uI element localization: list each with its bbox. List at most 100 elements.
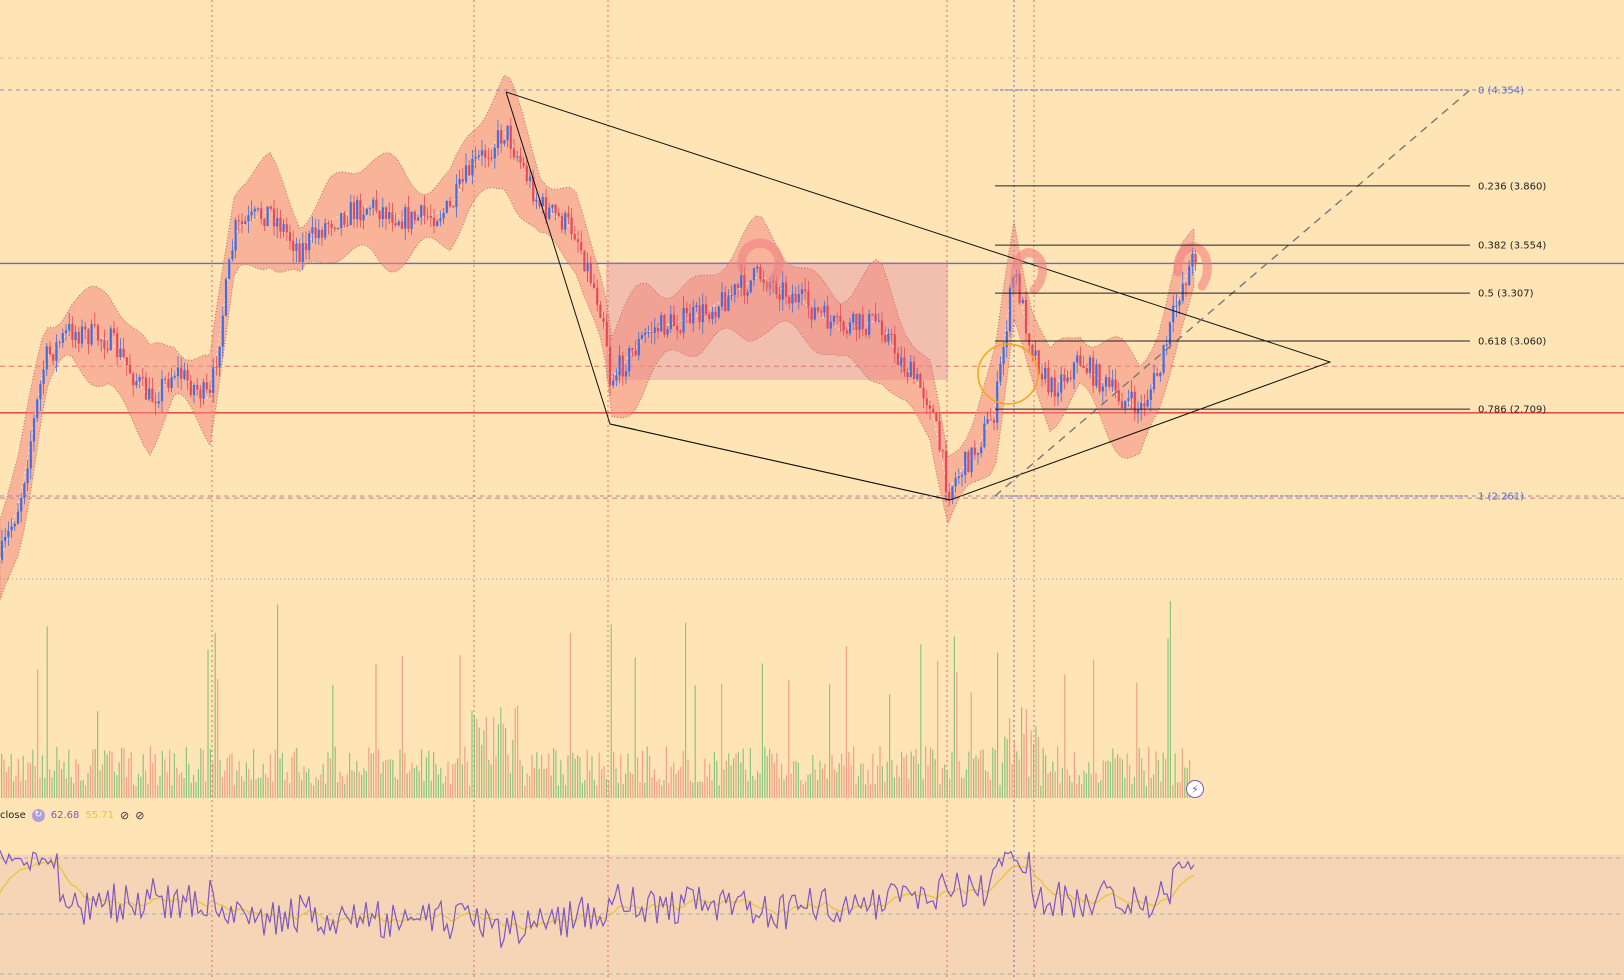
volume-bar bbox=[761, 663, 763, 798]
fib-level-label: 1 (2.261) bbox=[1478, 492, 1524, 503]
volume-bar bbox=[874, 784, 876, 798]
volume-bar bbox=[1153, 774, 1155, 798]
volume-bar bbox=[32, 749, 34, 798]
triangle-upper-leg[interactable] bbox=[609, 423, 951, 501]
candle-body bbox=[557, 212, 560, 216]
candle-body bbox=[519, 156, 522, 163]
volume-bar bbox=[814, 769, 816, 798]
candle-body bbox=[45, 346, 48, 370]
volume-bar bbox=[13, 780, 15, 798]
candle-body bbox=[634, 350, 637, 356]
volume-bar bbox=[843, 765, 845, 798]
candle-body bbox=[1143, 402, 1146, 407]
candle-body bbox=[359, 200, 362, 221]
volume-bar bbox=[886, 761, 888, 798]
candle-body bbox=[176, 367, 180, 377]
volume-bar bbox=[1138, 748, 1140, 798]
volume-bar bbox=[553, 748, 555, 798]
volume-bar bbox=[1061, 767, 1063, 798]
volume-bar bbox=[1136, 682, 1138, 798]
volume-bar bbox=[922, 779, 924, 798]
candle-body bbox=[791, 293, 794, 304]
candle-body bbox=[1082, 365, 1085, 369]
candle-body bbox=[375, 199, 378, 211]
rsi-legend[interactable]: close ↻ 62.68 55.71 ⊘ ⊘ bbox=[0, 807, 144, 823]
volume-bar bbox=[646, 746, 648, 798]
candle-body bbox=[445, 200, 448, 213]
candle-body bbox=[676, 326, 679, 331]
candle-body bbox=[42, 369, 45, 384]
candle-body bbox=[13, 523, 16, 527]
volume-bar bbox=[1172, 785, 1174, 798]
volume-bar bbox=[853, 746, 855, 798]
candle-body bbox=[192, 384, 196, 396]
volume-bar bbox=[889, 694, 891, 798]
candle-body bbox=[583, 250, 586, 272]
lightning-icon[interactable]: ⚡ bbox=[1186, 780, 1204, 798]
volume-bar bbox=[471, 710, 473, 798]
refresh-icon[interactable]: ↻ bbox=[31, 808, 45, 822]
candle-body bbox=[708, 314, 711, 319]
volume-bar bbox=[20, 781, 22, 798]
candle-body bbox=[237, 220, 240, 222]
candle-body bbox=[410, 211, 413, 230]
volume-bar bbox=[15, 775, 17, 798]
volume-bar bbox=[1160, 781, 1162, 798]
candle-body bbox=[90, 324, 93, 345]
volume-bar bbox=[1016, 751, 1018, 798]
volume-bar bbox=[382, 761, 384, 798]
volume-bar bbox=[783, 779, 785, 798]
candle-body bbox=[404, 207, 407, 229]
volume-bar bbox=[75, 759, 77, 798]
candle-body bbox=[861, 314, 864, 330]
volume-bar bbox=[908, 778, 910, 798]
candle-body bbox=[525, 165, 528, 182]
candle-body bbox=[420, 205, 423, 218]
volume-bar bbox=[248, 768, 250, 798]
volume-bar bbox=[437, 774, 439, 798]
fibonacci-retracement[interactable]: 0 (4.354) 0.236 (3.860) 0.382 (3.554) 0.5 (… bbox=[0, 86, 1624, 503]
fib-level-label: 0.236 (3.860) bbox=[1478, 181, 1546, 192]
volume-bar bbox=[617, 782, 619, 798]
candle-body bbox=[400, 221, 404, 229]
volume-bar bbox=[34, 766, 36, 798]
candle-body bbox=[544, 197, 548, 220]
volume-bar bbox=[49, 769, 51, 798]
volume-bar bbox=[788, 680, 790, 798]
volume-bar bbox=[279, 758, 281, 798]
candle-body bbox=[68, 324, 71, 331]
volume-bar bbox=[1148, 746, 1150, 798]
volume-bar bbox=[1066, 769, 1068, 798]
volume-bar bbox=[531, 754, 533, 798]
volume-bar bbox=[557, 785, 559, 798]
volume-bar bbox=[711, 780, 713, 798]
candle-body bbox=[788, 296, 791, 304]
volume-bar bbox=[689, 780, 691, 798]
hide-icon[interactable]: ⊘ bbox=[120, 808, 130, 822]
candle-body bbox=[132, 373, 135, 386]
trendline-drawings[interactable] bbox=[505, 89, 1471, 501]
volume-bar bbox=[37, 669, 39, 798]
candle-body bbox=[1085, 368, 1088, 373]
candle-body bbox=[724, 292, 727, 312]
settings-off-icon[interactable]: ⊘ bbox=[135, 808, 145, 822]
candle-body bbox=[154, 402, 157, 404]
candle-body bbox=[880, 320, 884, 335]
candle-body bbox=[333, 227, 336, 229]
volume-bar bbox=[644, 782, 646, 798]
volume-bar bbox=[577, 755, 579, 798]
candle-body bbox=[1002, 347, 1005, 364]
candle-body bbox=[528, 176, 532, 182]
volume-bar bbox=[845, 646, 847, 798]
candle-body bbox=[455, 184, 458, 208]
candle-body bbox=[682, 307, 685, 333]
candle-body bbox=[1060, 374, 1063, 393]
volume-bar bbox=[296, 747, 298, 798]
volume-bar bbox=[800, 780, 802, 798]
volume-bar bbox=[315, 776, 317, 798]
candle-body bbox=[272, 208, 276, 227]
volume-bar bbox=[457, 758, 459, 798]
breakout-circle[interactable] bbox=[977, 343, 1039, 405]
